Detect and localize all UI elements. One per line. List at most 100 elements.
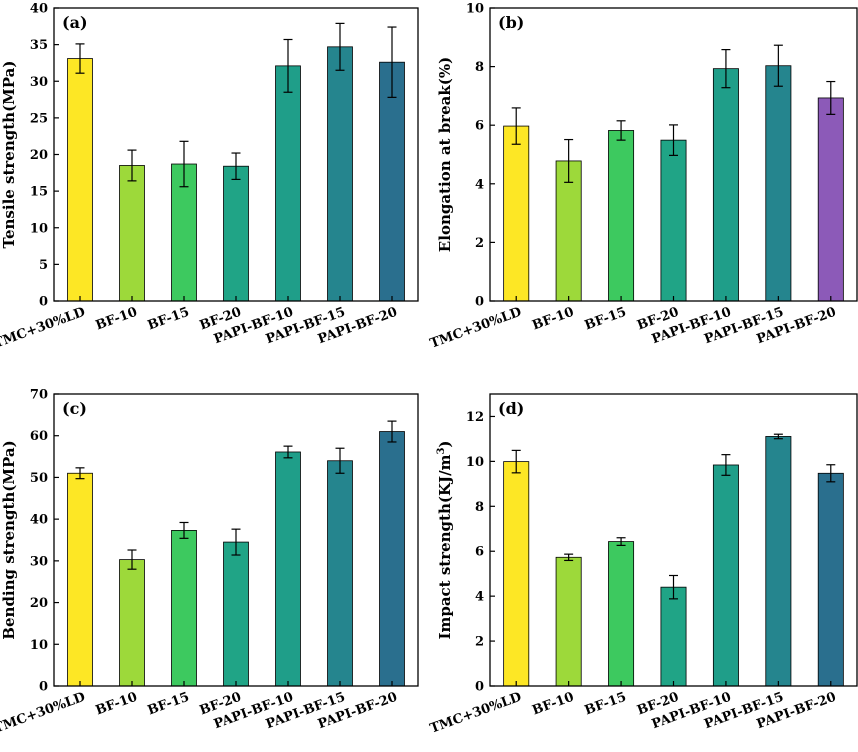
y-tick-label: 8 bbox=[475, 500, 484, 515]
y-tick-label: 5 bbox=[39, 258, 48, 273]
x-category-label: BF-10 bbox=[530, 305, 576, 334]
bar bbox=[223, 541, 249, 687]
y-tick-label: 4 bbox=[475, 590, 484, 605]
error-bar bbox=[75, 467, 85, 480]
error-bar bbox=[179, 140, 189, 188]
bar bbox=[555, 160, 582, 302]
y-tick-label: 2 bbox=[475, 236, 484, 251]
error-bar bbox=[231, 528, 241, 556]
bar bbox=[275, 65, 301, 302]
x-category-label: BF-15 bbox=[583, 690, 629, 719]
y-tick-label: 15 bbox=[30, 185, 48, 200]
error-bar bbox=[773, 433, 783, 440]
bar bbox=[660, 139, 687, 302]
error-bar bbox=[564, 553, 574, 562]
y-tick-label: 10 bbox=[466, 455, 484, 470]
error-bar bbox=[75, 43, 85, 74]
error-bar bbox=[179, 521, 189, 539]
x-category-label: TMC+30%LD bbox=[428, 690, 524, 737]
error-bar bbox=[387, 420, 397, 443]
y-axis-title: Elongation at break(%) bbox=[436, 57, 454, 252]
bar bbox=[503, 125, 530, 302]
x-category-label: BF-10 bbox=[94, 690, 140, 719]
error-bar bbox=[127, 549, 137, 570]
panel-label: (c) bbox=[62, 399, 87, 418]
bar bbox=[379, 61, 405, 302]
y-tick-label: 40 bbox=[30, 2, 48, 17]
y-tick-label: 35 bbox=[30, 38, 48, 53]
bar bbox=[608, 130, 635, 302]
y-tick-label: 30 bbox=[30, 75, 48, 90]
x-category-label: BF-15 bbox=[583, 305, 629, 334]
y-tick-label: 10 bbox=[466, 2, 484, 17]
bar bbox=[67, 58, 93, 302]
y-tick-label: 8 bbox=[475, 60, 484, 75]
y-tick-label: 0 bbox=[39, 680, 48, 695]
bar bbox=[171, 530, 197, 687]
error-bar bbox=[669, 124, 678, 156]
y-axis-title: Bending strength(MPa) bbox=[0, 440, 18, 639]
x-category-label: BF-15 bbox=[146, 305, 192, 334]
bar bbox=[275, 451, 301, 687]
error-bar bbox=[335, 447, 345, 474]
y-tick-label: 4 bbox=[475, 177, 484, 192]
bar bbox=[327, 460, 353, 687]
error-bar bbox=[231, 152, 241, 181]
bar bbox=[817, 97, 844, 302]
y-tick-label: 2 bbox=[475, 635, 484, 650]
bar bbox=[765, 436, 792, 687]
y-tick-label: 25 bbox=[30, 111, 48, 126]
bar bbox=[327, 46, 353, 302]
y-tick-label: 10 bbox=[30, 221, 48, 236]
y-tick-label: 0 bbox=[475, 680, 484, 695]
y-tick-label: 20 bbox=[30, 596, 48, 611]
bar bbox=[503, 461, 530, 687]
error-bar bbox=[564, 138, 574, 183]
x-category-label: BF-10 bbox=[530, 690, 576, 719]
y-axis-title: Tensile strength(MPa) bbox=[0, 61, 18, 249]
bar bbox=[660, 586, 687, 687]
y-tick-label: 6 bbox=[475, 119, 484, 134]
panel-label: (d) bbox=[498, 399, 524, 418]
y-tick-label: 60 bbox=[30, 429, 48, 444]
x-category-label: TMC+30%LD bbox=[0, 305, 87, 352]
y-axis-title: Impact strength(KJ/m3) bbox=[436, 440, 454, 639]
x-category-label: BF-15 bbox=[146, 690, 192, 719]
error-bar bbox=[721, 49, 731, 89]
error-bar bbox=[335, 22, 345, 71]
error-bar bbox=[826, 464, 836, 483]
error-bar bbox=[773, 44, 783, 87]
error-bar bbox=[511, 107, 521, 145]
bar bbox=[379, 431, 405, 687]
y-tick-label: 50 bbox=[30, 471, 48, 486]
y-tick-label: 12 bbox=[466, 410, 484, 425]
x-category-label: TMC+30%LD bbox=[0, 690, 87, 737]
bar bbox=[765, 65, 792, 302]
bar bbox=[712, 464, 739, 687]
x-category-label: TMC+30%LD bbox=[428, 305, 524, 352]
bar bbox=[67, 472, 93, 687]
y-tick-label: 0 bbox=[39, 295, 48, 310]
panel-label: (b) bbox=[498, 13, 524, 32]
bar bbox=[119, 165, 145, 302]
bar bbox=[817, 472, 844, 687]
y-tick-label: 70 bbox=[30, 388, 48, 403]
error-bar bbox=[511, 449, 521, 474]
bar bbox=[555, 556, 582, 687]
error-bar bbox=[387, 26, 397, 98]
bar bbox=[223, 165, 249, 302]
bar bbox=[712, 68, 739, 302]
error-bar bbox=[721, 454, 731, 476]
error-bar bbox=[616, 120, 626, 141]
error-bar bbox=[826, 80, 836, 115]
error-bar bbox=[283, 38, 293, 93]
y-tick-label: 30 bbox=[30, 554, 48, 569]
error-bar bbox=[669, 574, 678, 600]
y-tick-label: 6 bbox=[475, 545, 484, 560]
error-bar bbox=[616, 537, 626, 546]
